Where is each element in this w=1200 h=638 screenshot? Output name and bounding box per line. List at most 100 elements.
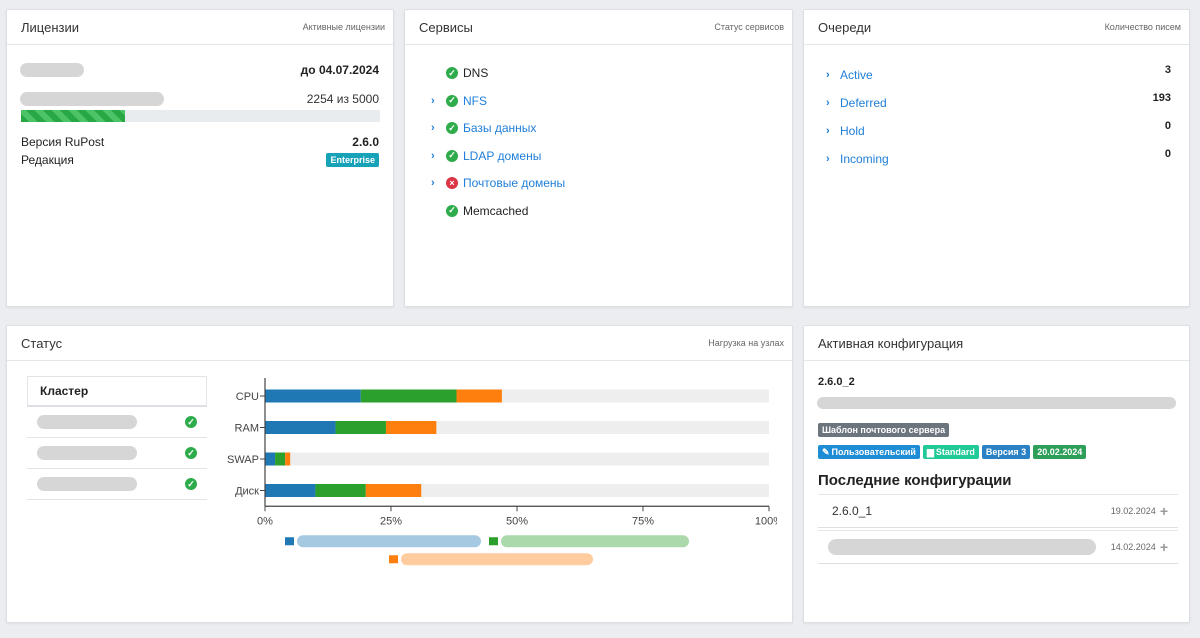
services-card: Сервисы Статус сервисов › ✓ DNS › ✓ NFS › ✓ Базы…	[404, 9, 793, 307]
cluster-header-label: Кластер	[40, 384, 89, 398]
x-tick-label: 25%	[380, 515, 402, 527]
legend-label-redacted	[401, 553, 593, 566]
recent-configs-list: 2.6.0_1 19.02.2024 +14.02.2024 +	[818, 494, 1178, 566]
license-user-redacted	[20, 92, 164, 106]
config-badge: 20.02.2024	[1033, 445, 1087, 459]
y-tick-label: SWAP	[227, 454, 259, 466]
active-config-title: Активная конфигурация	[818, 335, 964, 351]
service-item[interactable]: › ✓ Базы данных	[431, 121, 536, 135]
bar-segment	[335, 421, 386, 434]
active-config-header: Активная конфигурация	[804, 326, 1189, 361]
bar-segment	[365, 484, 422, 497]
bar-segment	[360, 389, 457, 403]
service-item[interactable]: › ✓ LDAP домены	[431, 149, 541, 163]
licenses-card: Лицензии Активные лицензии до 04.07.2024…	[6, 9, 394, 307]
config-description-redacted	[817, 397, 1176, 409]
config-badge-label: Standard	[935, 447, 975, 457]
bar-segment	[265, 421, 336, 434]
node-ok-icon: ✓	[185, 478, 197, 490]
chevron-right-icon: ›	[431, 94, 435, 107]
node-name-redacted	[37, 446, 137, 460]
cluster-table: Кластер ✓ ✓ ✓	[27, 376, 207, 500]
chevron-right-icon: ›	[431, 177, 435, 189]
x-tick-label: 0%	[257, 515, 273, 527]
bar-segment	[265, 389, 361, 403]
legend-swatch	[489, 537, 498, 546]
queue-item[interactable]: › Hold	[826, 124, 865, 138]
config-badge: ✎ Пользовательский	[818, 445, 920, 459]
queue-item[interactable]: › Deferred	[826, 96, 887, 110]
recent-config-name: 2.6.0_1	[832, 504, 873, 518]
service-label: DNS	[463, 66, 489, 80]
queues-card: Очереди Количество писем › Active 3 › Deferr…	[803, 9, 1190, 307]
recent-config-date: 14.02.2024	[1110, 542, 1156, 552]
queue-count: 0	[1164, 120, 1171, 132]
active-config-card: Активная конфигурация 2.6.0_2 Шаблон поч…	[803, 325, 1190, 623]
service-item[interactable]: › ✓ NFS	[431, 94, 487, 108]
service-item[interactable]: › × Почтовые домены	[431, 176, 565, 190]
edition-label: Редакция	[21, 153, 74, 167]
config-badge-label: Пользовательский	[831, 447, 916, 457]
cluster-table-header: Кластер	[27, 376, 207, 407]
service-label: Почтовые домены	[463, 176, 566, 190]
expand-plus-icon[interactable]: +	[1159, 539, 1168, 555]
recent-config-date: 19.02.2024	[1110, 506, 1156, 516]
bar-segment	[385, 421, 437, 434]
service-label: NFS	[463, 93, 487, 108]
node-ok-icon: ✓	[185, 447, 197, 459]
license-usage-bar	[21, 110, 380, 122]
cluster-node-row[interactable]: ✓	[27, 469, 207, 500]
node-name-redacted	[37, 477, 137, 491]
version-value: 2.6.0	[352, 135, 379, 149]
expand-plus-icon[interactable]: +	[1159, 503, 1168, 519]
services-title: Сервисы	[419, 19, 473, 35]
queue-label: Deferred	[840, 96, 887, 110]
licenses-title: Лицензии	[21, 19, 79, 35]
cluster-node-row[interactable]: ✓	[27, 438, 207, 469]
bar-segment	[265, 484, 316, 497]
license-usage-text: 2254 из 5000	[306, 92, 379, 106]
queue-label: Active	[840, 68, 873, 82]
bar-segment	[265, 452, 276, 466]
status-header: Статус Нагрузка на узлах	[7, 326, 792, 361]
service-item: ›✓DNS	[431, 66, 488, 80]
legend-label-redacted	[297, 535, 481, 548]
check-circle-icon: ✓	[446, 149, 458, 162]
check-circle-icon: ✓	[446, 67, 458, 79]
bar-segment	[456, 389, 502, 403]
licenses-header: Лицензии Активные лицензии	[7, 10, 393, 45]
license-name-redacted	[20, 63, 84, 77]
recent-config-meta: 14.02.2024 +	[1111, 539, 1168, 555]
recent-config-row[interactable]: 14.02.2024 +	[818, 530, 1178, 564]
config-badges: ✎ Пользовательский ▆ Standard Версия 3 20.02.…	[818, 445, 1087, 459]
licenses-subtitle: Активные лицензии	[302, 22, 385, 32]
bar-track	[265, 452, 769, 466]
x-tick-label: 100%	[755, 515, 777, 527]
queue-label: Hold	[840, 124, 865, 138]
recent-configs-title: Последние конфигурации	[818, 472, 1012, 489]
chevron-right-icon: ›	[826, 125, 830, 137]
legend-swatch	[285, 537, 294, 546]
chevron-right-icon: ›	[431, 149, 435, 162]
legend-swatch	[389, 555, 398, 564]
config-badge-label: 20.02.2024	[1037, 447, 1083, 457]
queue-item[interactable]: › Active	[826, 68, 873, 82]
service-label: Memcached	[463, 203, 529, 218]
config-badge: Версия 3	[981, 445, 1031, 459]
cluster-node-row[interactable]: ✓	[27, 407, 207, 438]
node-load-chart: CPU RAM SWAP Диск 0% 25% 50% 75% 100%	[227, 378, 777, 566]
queue-item[interactable]: › Incoming	[826, 152, 889, 166]
edition-badge: Enterprise	[326, 153, 379, 167]
bar-segment	[275, 452, 286, 466]
queues-header: Очереди Количество писем	[804, 10, 1189, 45]
status-title: Статус	[21, 335, 63, 351]
config-badge: ▆ Standard	[922, 445, 979, 459]
error-icon: ×	[446, 177, 458, 189]
recent-config-row[interactable]: 2.6.0_1 19.02.2024 +	[818, 494, 1178, 528]
queue-count: 0	[1164, 148, 1171, 160]
y-tick-label: CPU	[236, 391, 259, 403]
license-usage-fill	[21, 110, 126, 122]
check-circle-icon: ✓	[446, 94, 458, 107]
queue-label: Incoming	[840, 152, 889, 166]
x-tick-label: 75%	[632, 515, 654, 527]
